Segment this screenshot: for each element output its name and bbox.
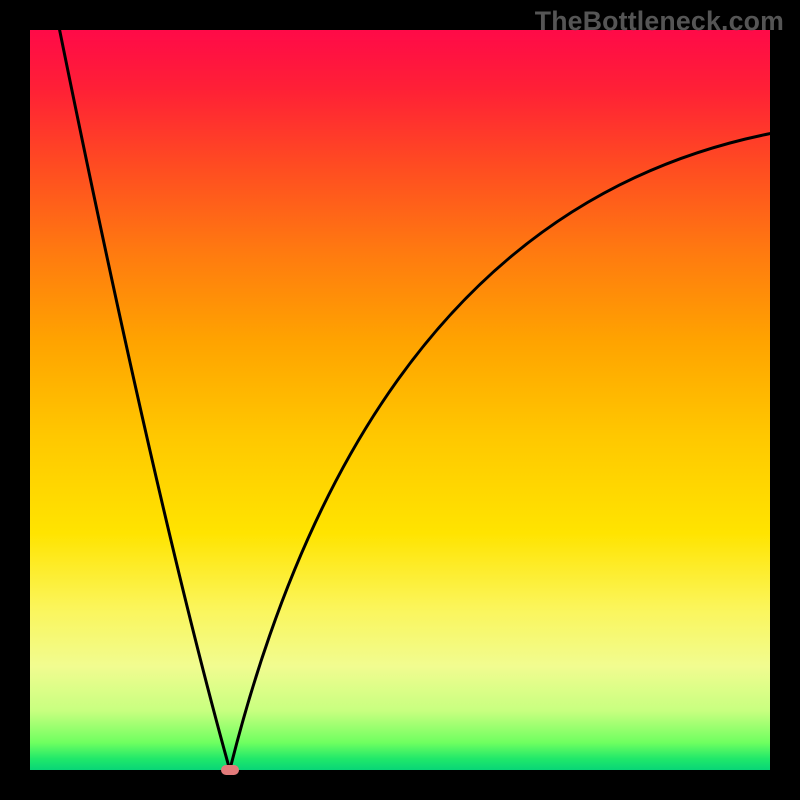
minimum-marker: [221, 765, 239, 775]
plot-area: [30, 30, 770, 770]
gradient-background: [30, 30, 770, 770]
watermark-text: TheBottleneck.com: [535, 6, 784, 37]
chart-frame: TheBottleneck.com: [0, 0, 800, 800]
curve-svg: [30, 30, 770, 770]
